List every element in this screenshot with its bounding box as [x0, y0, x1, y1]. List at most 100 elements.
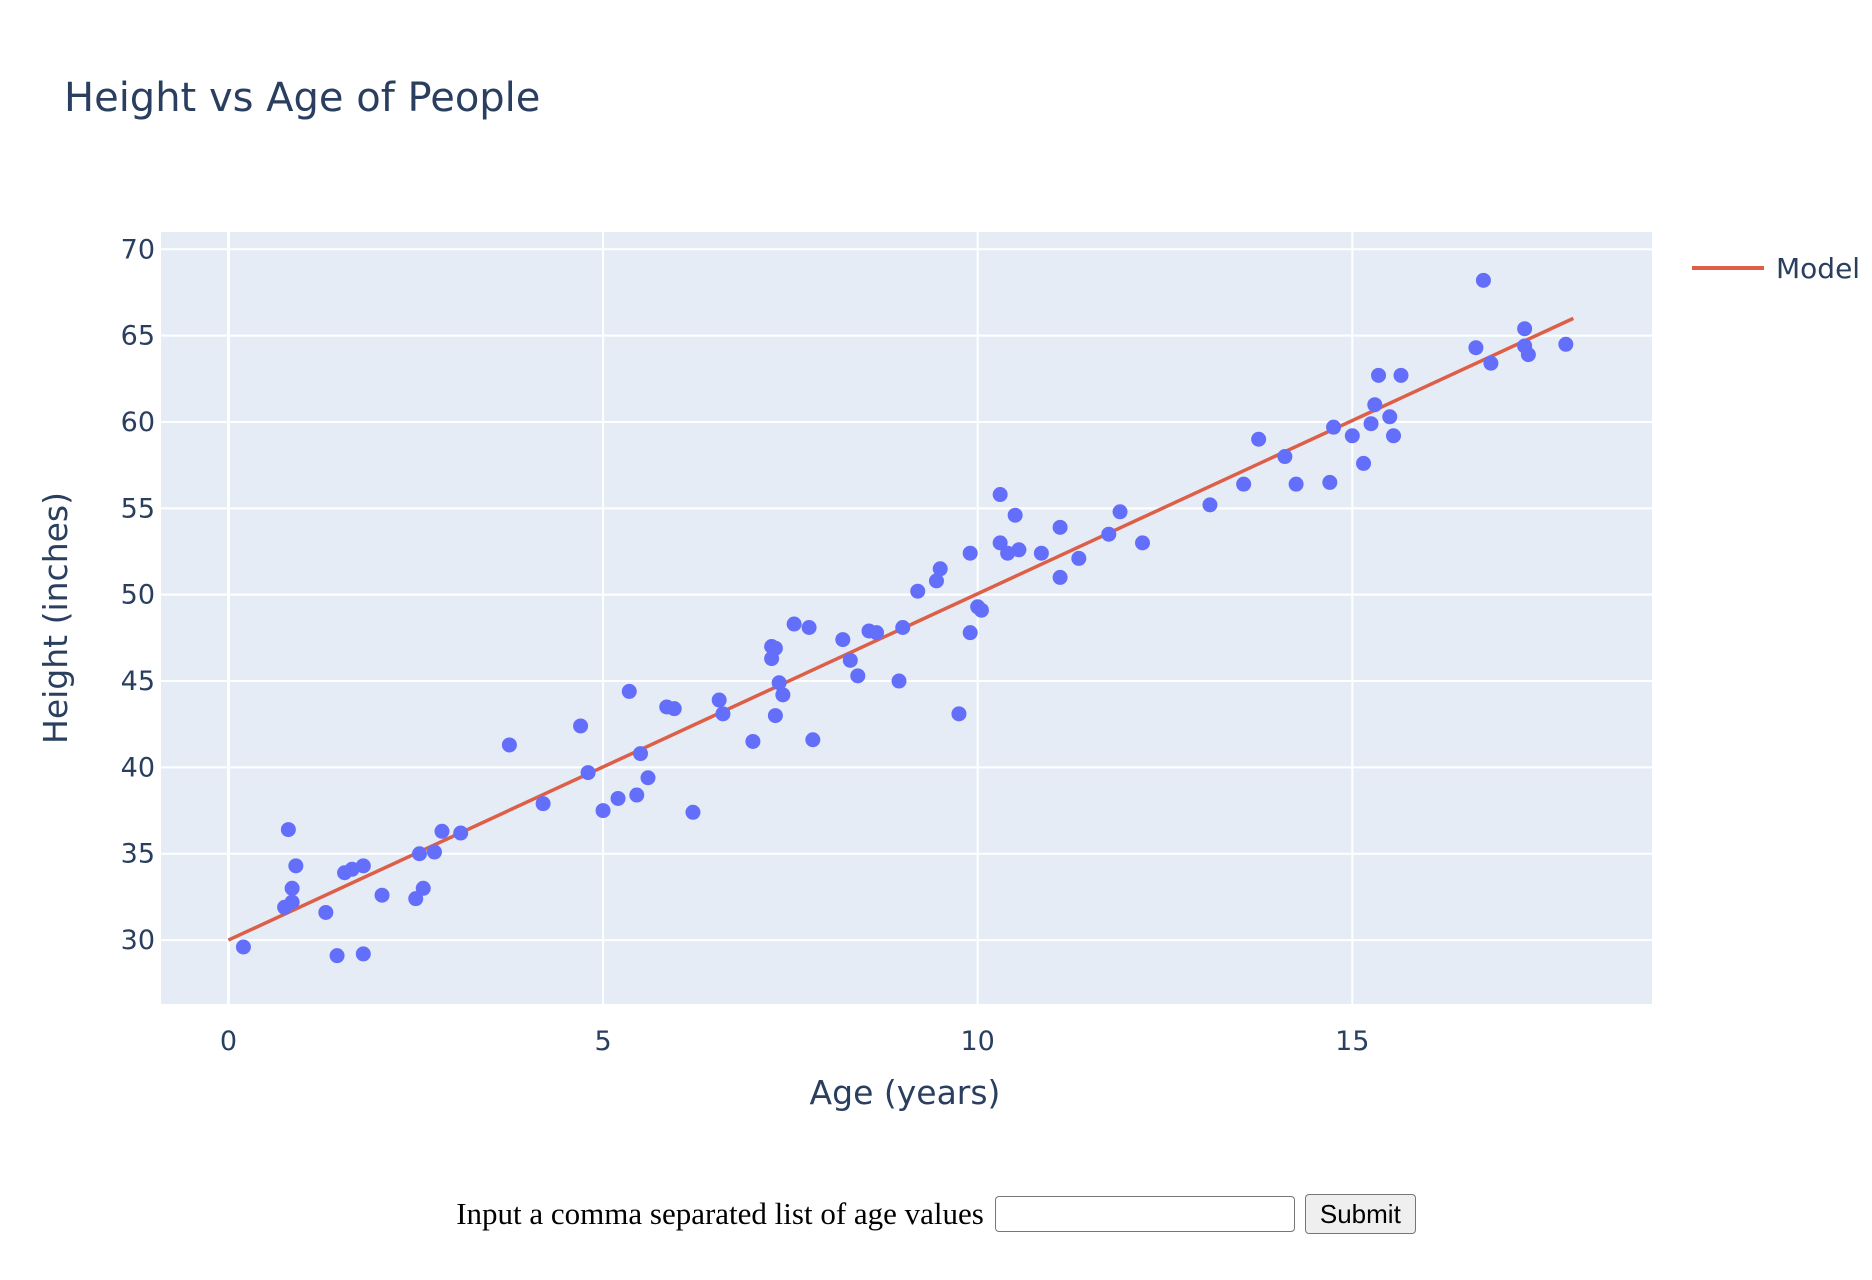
data-point — [1326, 419, 1342, 435]
y-tick-labels: 30 35 40 45 50 55 60 65 70 — [121, 234, 155, 956]
submit-button[interactable]: Submit — [1304, 1194, 1416, 1234]
data-point — [786, 616, 802, 632]
y-tick-label: 40 — [121, 752, 155, 783]
x-tick-label: 5 — [594, 1026, 611, 1057]
data-point — [1344, 428, 1360, 444]
data-point — [411, 846, 427, 862]
y-tick-label: 50 — [121, 580, 155, 611]
legend: Model — [1692, 252, 1860, 285]
data-point — [932, 561, 948, 577]
data-point — [767, 708, 783, 724]
x-tick-labels: 0 5 10 15 — [220, 1026, 1370, 1057]
data-point — [501, 737, 517, 753]
data-point — [842, 652, 858, 668]
data-point — [415, 880, 431, 896]
data-point — [1011, 542, 1027, 558]
data-point — [1367, 397, 1383, 413]
y-tick-label: 60 — [121, 407, 155, 438]
data-point — [1393, 367, 1409, 383]
data-point — [284, 894, 300, 910]
data-point — [1033, 545, 1049, 561]
data-point — [891, 673, 907, 689]
data-point — [1483, 355, 1499, 371]
data-point — [1277, 449, 1293, 465]
age-input[interactable] — [994, 1196, 1295, 1232]
data-point — [1468, 340, 1484, 356]
data-point — [1363, 416, 1379, 432]
data-point — [711, 692, 727, 708]
x-axis-title: Age (years) — [810, 1073, 1001, 1112]
data-point — [992, 535, 1008, 551]
data-point — [850, 668, 866, 684]
data-point — [280, 822, 296, 838]
data-point — [453, 825, 469, 841]
legend-model-label: Model — [1776, 252, 1860, 285]
data-point — [318, 904, 334, 920]
age-input-form: Input a comma separated list of age valu… — [0, 1194, 1872, 1234]
data-point — [329, 948, 345, 964]
data-point — [1356, 455, 1372, 471]
data-point — [1052, 519, 1068, 535]
x-tick-label: 15 — [1335, 1026, 1369, 1057]
data-point — [434, 823, 450, 839]
data-point — [928, 573, 944, 589]
data-point — [951, 706, 967, 722]
y-tick-label: 45 — [121, 666, 155, 697]
data-point — [355, 858, 371, 874]
data-point — [1520, 347, 1536, 363]
data-point — [580, 765, 596, 781]
y-tick-label: 30 — [121, 925, 155, 956]
data-point — [1517, 321, 1533, 337]
data-point — [992, 487, 1008, 503]
data-point — [767, 640, 783, 656]
data-point — [1202, 497, 1218, 513]
gridlines — [161, 232, 1652, 1004]
data-point — [1052, 569, 1068, 585]
data-point — [633, 746, 649, 762]
data-point — [1071, 550, 1087, 566]
data-point — [1236, 476, 1252, 492]
data-point — [610, 790, 626, 806]
data-point — [1135, 535, 1151, 551]
y-tick-label: 70 — [121, 234, 155, 265]
data-point — [235, 939, 251, 955]
data-point — [895, 619, 911, 635]
data-point — [775, 687, 791, 703]
data-point — [621, 683, 637, 699]
data-point — [1112, 504, 1128, 520]
y-tick-label: 55 — [121, 493, 155, 524]
plot-area — [161, 232, 1652, 1004]
data-point — [666, 701, 682, 717]
data-point — [1558, 336, 1574, 352]
data-point — [910, 583, 926, 599]
data-point — [374, 887, 390, 903]
y-tick-label: 35 — [121, 839, 155, 870]
data-point — [1101, 526, 1117, 542]
scatter-chart: Height vs Age of People 0 5 10 15 30 35 40 45 5… — [36, 75, 1860, 1112]
data-point — [1475, 272, 1491, 288]
data-point — [835, 632, 851, 648]
data-point — [595, 803, 611, 819]
x-tick-label: 0 — [220, 1026, 237, 1057]
data-point — [288, 858, 304, 874]
data-point — [805, 732, 821, 748]
data-point — [685, 804, 701, 820]
data-point — [426, 844, 442, 860]
data-point — [973, 602, 989, 618]
data-point — [573, 718, 589, 734]
data-point — [355, 946, 371, 962]
data-point — [962, 625, 978, 641]
data-point — [771, 675, 787, 691]
x-tick-label: 10 — [960, 1026, 994, 1057]
data-point — [629, 787, 645, 803]
data-point — [745, 733, 761, 749]
data-point — [535, 796, 551, 812]
data-point — [1007, 507, 1023, 523]
data-point — [1288, 476, 1304, 492]
data-point — [640, 770, 656, 786]
data-point — [1382, 409, 1398, 425]
data-point — [715, 706, 731, 722]
y-tick-label: 65 — [121, 321, 155, 352]
data-point — [1322, 474, 1338, 490]
data-point — [284, 880, 300, 896]
